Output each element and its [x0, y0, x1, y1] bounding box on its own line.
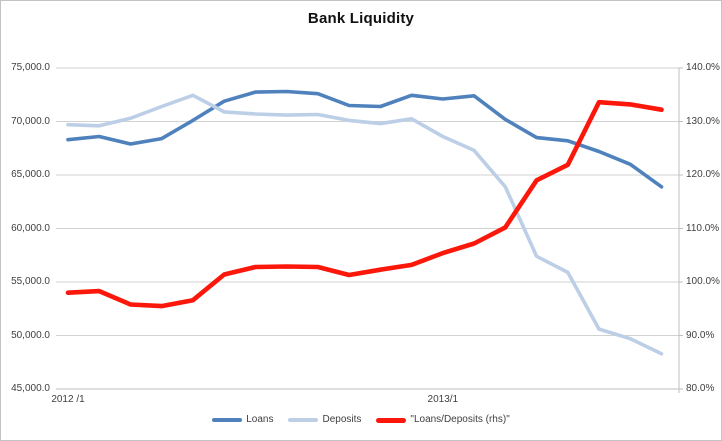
right-axis-tick-label: 110.0%	[686, 222, 720, 234]
right-axis-tick-label: 140.0%	[686, 62, 720, 73]
series-line--loans-deposits--rhs--	[65, 99, 664, 309]
chart-title: Bank Liquidity	[307, 10, 415, 27]
series-line-loans	[66, 89, 664, 189]
right-axis-tick-label: 100.0%	[686, 276, 720, 287]
left-axis-tick-label: 70,000.0	[11, 115, 50, 127]
legend-label: Deposits	[322, 414, 362, 425]
legend: Loans Deposits "Loans/Deposits (rhs)"	[1, 414, 721, 426]
right-axis-tick-label: 90.0%	[686, 329, 715, 341]
x-axis-tick-label: 2012 /1	[51, 394, 85, 405]
left-axis-tick-label: 75,000.0	[11, 62, 50, 73]
legend-label: "Loans/Deposits (rhs)"	[410, 414, 510, 425]
left-axis-tick-label: 60,000.0	[11, 222, 50, 234]
left-axis-tick-label: 45,000.0	[11, 383, 50, 394]
left-axis-tick-label: 65,000.0	[11, 169, 50, 180]
legend-swatch	[212, 418, 243, 422]
x-axis-tick-label: 2013/1	[427, 394, 459, 405]
right-axis-tick-label: 120.0%	[686, 169, 720, 180]
legend-swatch	[376, 417, 407, 423]
legend-item: Loans	[212, 414, 273, 426]
right-axis-tick-label: 130.0%	[686, 115, 720, 127]
legend-item: "Loans/Deposits (rhs)"	[376, 414, 510, 426]
series-line-deposits	[66, 93, 664, 356]
legend-swatch	[288, 418, 319, 422]
right-axis-tick-label: 80.0%	[686, 383, 715, 394]
legend-item: Deposits	[288, 414, 361, 426]
legend-label: Loans	[246, 414, 274, 425]
left-axis-tick-label: 55,000.0	[11, 276, 50, 287]
left-axis-tick-label: 50,000.0	[11, 329, 50, 341]
